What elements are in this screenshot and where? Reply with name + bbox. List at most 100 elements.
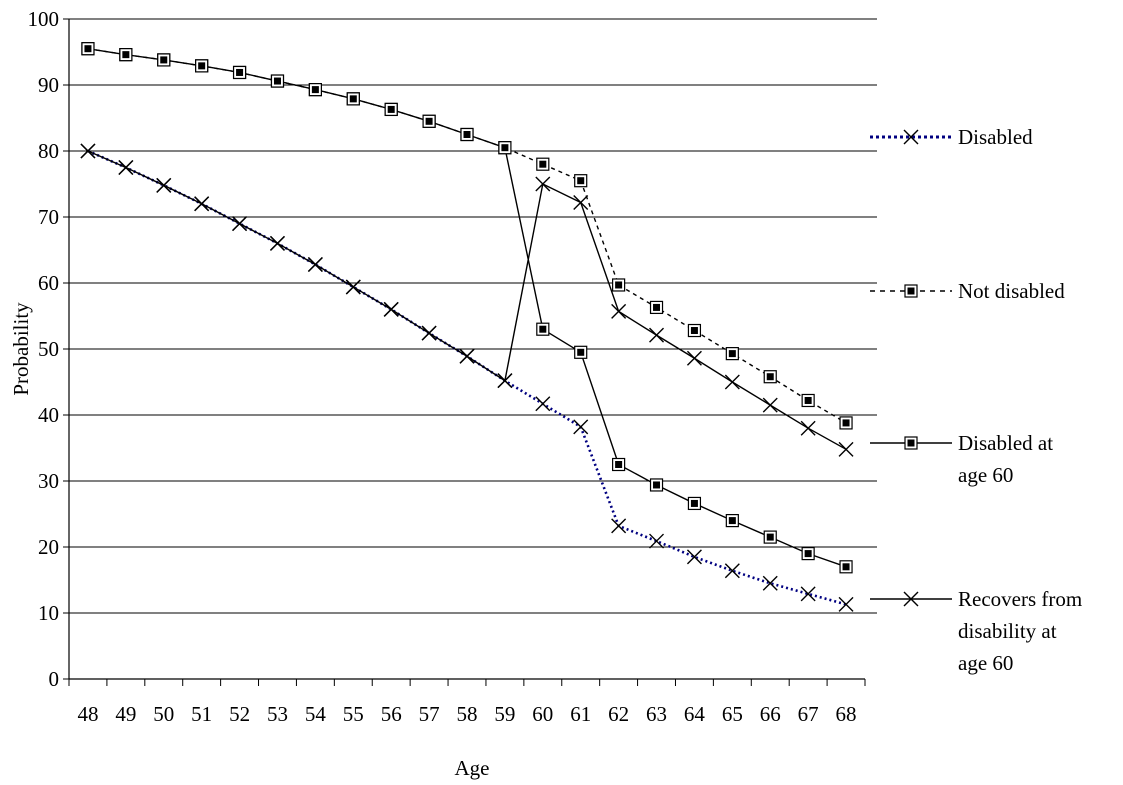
x-tick-label: 68 [836,702,857,726]
data-point [195,59,209,73]
x-tick-label: 50 [153,702,174,726]
x-tick-label: 54 [305,702,327,726]
series-3 [80,143,854,457]
x-tick-label: 67 [798,702,819,726]
data-point [839,560,853,574]
data-point [535,176,551,192]
legend-marker [904,284,918,298]
legend-item: Recovers from disability at age 60 [870,587,1082,675]
y-tick-label: 90 [38,73,59,97]
data-point [346,92,360,106]
data-point [574,174,588,188]
series-line [87,48,847,424]
x-axis-title: Age [455,756,490,780]
data-point [611,518,627,534]
y-tick-label: 50 [38,337,59,361]
legend-marker [903,129,919,145]
x-tick-label: 56 [381,702,402,726]
x-tick-label: 62 [608,702,629,726]
y-tick-label: 80 [38,139,59,163]
data-point [686,549,702,565]
data-point [762,397,778,413]
data-point [725,347,739,361]
legend-item: Not disabled [870,279,1065,303]
data-point [421,325,437,341]
data-point [345,279,361,295]
data-point [156,177,172,193]
legend-label: Disabled at age 60 [958,431,1053,487]
series-line [87,150,847,450]
data-point [686,350,702,366]
data-point [383,301,399,317]
data-point [536,157,550,171]
x-tick-label: 52 [229,702,250,726]
data-point [308,83,322,97]
data-point [612,278,626,292]
y-tick-label: 10 [38,601,59,625]
legend-label: Not disabled [958,279,1065,303]
data-point [574,345,588,359]
legend-label: Recovers from disability at age 60 [958,587,1082,675]
x-tick-label: 53 [267,702,288,726]
data-point [535,396,551,412]
y-axis: 0 10 20 30 40 50 60 70 80 90 100 [28,7,70,691]
gridlines [69,18,877,614]
data-point [119,48,133,62]
data-point [724,374,740,390]
legend-marker [904,436,918,450]
data-point [498,141,512,155]
series-line [87,48,847,568]
y-tick-label: 30 [38,469,59,493]
legend: Disabled Not disabled Disabled at age 60 Rec… [870,125,1082,675]
data-point [194,196,210,212]
x-tick-label: 64 [684,702,706,726]
data-point [81,42,95,56]
data-point [269,235,285,251]
data-point [838,441,854,457]
x-tick-label: 51 [191,702,212,726]
data-point [687,323,702,338]
legend-item: Disabled at age 60 [870,431,1053,487]
data-point [232,216,248,232]
y-tick-label: 0 [49,667,60,691]
data-point [612,457,626,472]
x-tick-label: 66 [760,702,781,726]
y-tick-label: 40 [38,403,59,427]
x-tick-label: 65 [722,702,743,726]
x-tick-label: 60 [532,702,553,726]
data-point [611,303,627,319]
data-point [573,194,589,210]
data-point [384,102,398,117]
y-tick-label: 70 [38,205,59,229]
series-line [87,149,847,606]
data-point [307,257,323,273]
data-point [801,546,815,561]
data-point [459,348,475,364]
data-point [536,322,550,336]
x-tick-label: 55 [343,702,364,726]
data-point [497,373,513,389]
data-point [649,478,664,492]
series-2 [81,42,853,574]
data-point [724,563,740,579]
data-point [649,533,665,549]
data-point [422,114,436,128]
x-tick-label: 57 [419,702,440,726]
x-axis: 48 49 50 51 52 53 54 55 56 57 58 59 60 61 62 63 64 65 66 67… [68,678,866,726]
data-point [838,596,854,612]
legend-label: Disabled [958,125,1033,149]
data-point [649,327,665,343]
y-tick-label: 20 [38,535,59,559]
data-point [800,586,816,602]
data-point [687,496,702,511]
data-point [573,419,589,435]
x-tick-label: 59 [494,702,515,726]
x-tick-label: 58 [457,702,478,726]
data-point [725,513,739,528]
data-point [763,370,777,384]
data-point [649,300,664,315]
data-point [460,127,474,142]
x-tick-label: 48 [77,702,98,726]
data-point [157,53,171,67]
